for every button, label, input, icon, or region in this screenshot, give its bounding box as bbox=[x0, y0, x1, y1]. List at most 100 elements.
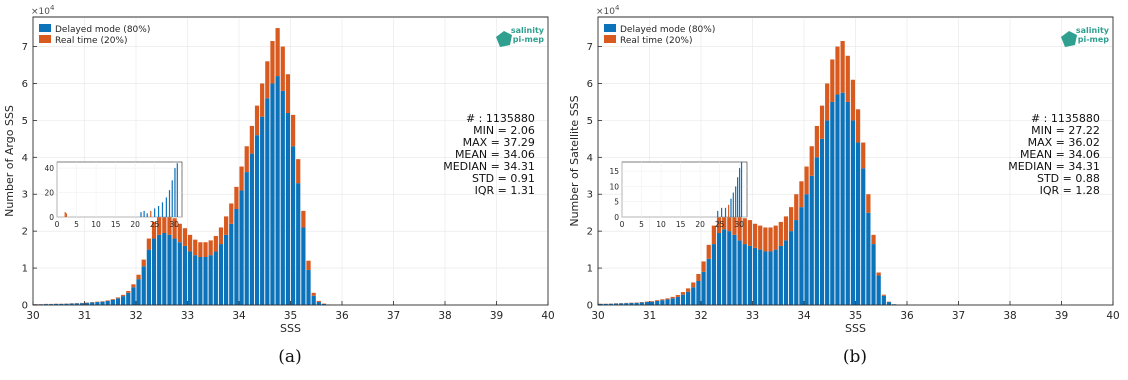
y-scale-label: ×104 bbox=[31, 4, 55, 17]
inset-y-tick-label: 5 bbox=[614, 198, 619, 207]
bar-delayed bbox=[178, 242, 182, 305]
inset-x-tick-label: 5 bbox=[639, 220, 644, 229]
bar-delayed bbox=[758, 250, 762, 305]
bar-delayed bbox=[260, 117, 264, 305]
bar-realtime bbox=[121, 295, 125, 296]
bar-realtime bbox=[234, 187, 238, 209]
bar-delayed bbox=[671, 298, 675, 305]
inset-bar bbox=[140, 212, 141, 217]
x-tick-label: 39 bbox=[490, 310, 503, 322]
x-tick-label: 31 bbox=[643, 310, 656, 322]
inset-bar bbox=[735, 186, 736, 217]
bar-realtime bbox=[126, 291, 130, 293]
inset-bar bbox=[741, 162, 742, 217]
bar-delayed bbox=[810, 176, 814, 305]
bar-delayed bbox=[748, 246, 752, 305]
inset-x-tick-label: 5 bbox=[74, 220, 79, 229]
bar-delayed bbox=[188, 251, 192, 305]
bar-realtime bbox=[841, 41, 845, 93]
inset-y-tick-label: 0 bbox=[614, 213, 619, 222]
inset-x-tick-label: 0 bbox=[55, 220, 60, 229]
y-tick-label: 4 bbox=[22, 153, 28, 164]
bar-delayed bbox=[198, 257, 202, 305]
inset-bar bbox=[728, 205, 729, 217]
bar-realtime bbox=[214, 236, 218, 252]
logo-line1: salinity bbox=[511, 26, 545, 35]
bar-delayed bbox=[106, 301, 110, 305]
bar-realtime bbox=[188, 235, 192, 252]
bar-realtime bbox=[882, 295, 886, 296]
bar-delayed bbox=[743, 244, 747, 305]
x-axis-label: SSS bbox=[845, 322, 866, 335]
bar-delayed bbox=[877, 275, 881, 305]
bar-realtime bbox=[861, 143, 865, 169]
inset-bar bbox=[730, 199, 731, 217]
bar-realtime bbox=[830, 59, 834, 101]
inset-x-tick-label: 20 bbox=[130, 220, 140, 229]
bar-realtime bbox=[871, 235, 875, 244]
x-tick-label: 35 bbox=[849, 310, 862, 322]
bar-realtime bbox=[198, 242, 202, 257]
x-tick-label: 35 bbox=[284, 310, 297, 322]
bar-realtime bbox=[136, 275, 140, 279]
bar-realtime bbox=[799, 181, 803, 207]
inset-bar bbox=[169, 190, 170, 217]
inset-bar bbox=[150, 211, 151, 217]
bar-delayed bbox=[712, 244, 716, 305]
bar-delayed bbox=[856, 143, 860, 305]
inset-x-tick-label: 10 bbox=[91, 220, 101, 229]
legend-swatch-delayed bbox=[604, 24, 616, 32]
bar-delayed bbox=[136, 279, 140, 305]
inset-x-tick-label: 20 bbox=[695, 220, 705, 229]
y-tick-label: 7 bbox=[587, 42, 593, 53]
bar-realtime bbox=[276, 28, 280, 76]
bar-realtime bbox=[763, 227, 767, 251]
bar-realtime bbox=[686, 288, 690, 291]
bar-realtime bbox=[877, 273, 881, 276]
panel-caption: (a) bbox=[278, 347, 301, 367]
bar-delayed bbox=[774, 250, 778, 305]
bar-delayed bbox=[660, 300, 664, 305]
bar-delayed bbox=[830, 102, 834, 305]
bar-delayed bbox=[100, 302, 104, 305]
panel-caption: (b) bbox=[843, 347, 867, 367]
inset-bar bbox=[66, 213, 67, 217]
y-tick-label: 1 bbox=[22, 264, 28, 275]
legend-swatch-delayed bbox=[39, 24, 51, 32]
y-tick-label: 4 bbox=[587, 153, 593, 164]
bar-delayed bbox=[686, 292, 690, 305]
inset-bar bbox=[733, 193, 734, 217]
y-scale-exponent: 4 bbox=[615, 4, 620, 12]
bar-realtime bbox=[286, 74, 290, 113]
bar-realtime bbox=[250, 126, 254, 154]
bar-realtime bbox=[296, 159, 300, 183]
bar-realtime bbox=[203, 242, 207, 257]
inset-x-tick-label: 30 bbox=[169, 220, 179, 229]
bar-realtime bbox=[748, 220, 752, 246]
y-axis-label: Number of Satellite SSS bbox=[568, 95, 581, 226]
stat-line: IQR = 1.31 bbox=[475, 184, 535, 197]
x-tick-label: 40 bbox=[1106, 310, 1119, 322]
bar-delayed bbox=[650, 302, 654, 305]
bar-realtime bbox=[665, 298, 669, 299]
bar-realtime bbox=[825, 83, 829, 120]
bar-realtime bbox=[306, 261, 310, 270]
bar-delayed bbox=[815, 157, 819, 305]
bar-realtime bbox=[696, 274, 700, 281]
bar-realtime bbox=[650, 301, 654, 302]
bar-delayed bbox=[245, 172, 249, 305]
bar-realtime bbox=[312, 293, 316, 296]
bar-realtime bbox=[846, 56, 850, 102]
bar-delayed bbox=[789, 231, 793, 305]
inset-x-tick-label: 15 bbox=[676, 220, 686, 229]
bar-delayed bbox=[286, 113, 290, 305]
bar-delayed bbox=[296, 183, 300, 305]
bar-delayed bbox=[183, 246, 187, 305]
y-tick-label: 0 bbox=[22, 301, 28, 312]
x-tick-label: 31 bbox=[78, 310, 91, 322]
bar-realtime bbox=[671, 297, 675, 298]
bar-realtime bbox=[142, 260, 146, 267]
